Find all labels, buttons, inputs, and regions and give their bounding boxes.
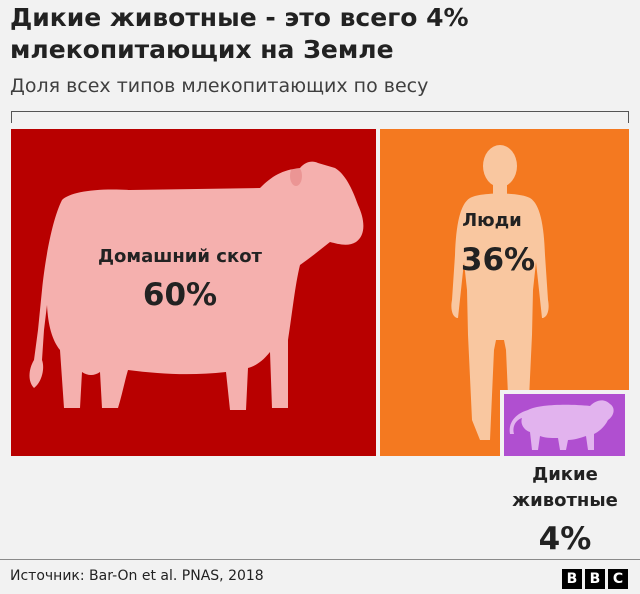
livestock-label: Домашний скот [98, 246, 263, 267]
humans-label: Люди [462, 210, 522, 231]
wild-label-line2: животные [512, 490, 618, 511]
livestock-value: 60% [143, 277, 217, 313]
tiger-icon [509, 400, 614, 450]
human-icon [451, 145, 549, 440]
logo-letter: C [608, 569, 628, 589]
wild-value: 4% [539, 521, 592, 557]
logo-letter: B [562, 569, 582, 589]
logo-letter: B [585, 569, 605, 589]
chart-title: Дикие животные - это всего 4% млекопитаю… [10, 3, 469, 64]
cow-ear [290, 166, 302, 186]
wild-label-line1: Дикие [532, 464, 598, 485]
bbc-logo: B B C [562, 569, 628, 589]
source-note: Источник: Bar-On et al. PNAS, 2018 [10, 568, 264, 584]
total-bracket [11, 111, 629, 123]
humans-value: 36% [461, 242, 535, 278]
chart-subtitle: Доля всех типов млекопитающих по весу [10, 75, 429, 97]
cow-icon [29, 161, 364, 410]
footer-divider [0, 559, 640, 560]
